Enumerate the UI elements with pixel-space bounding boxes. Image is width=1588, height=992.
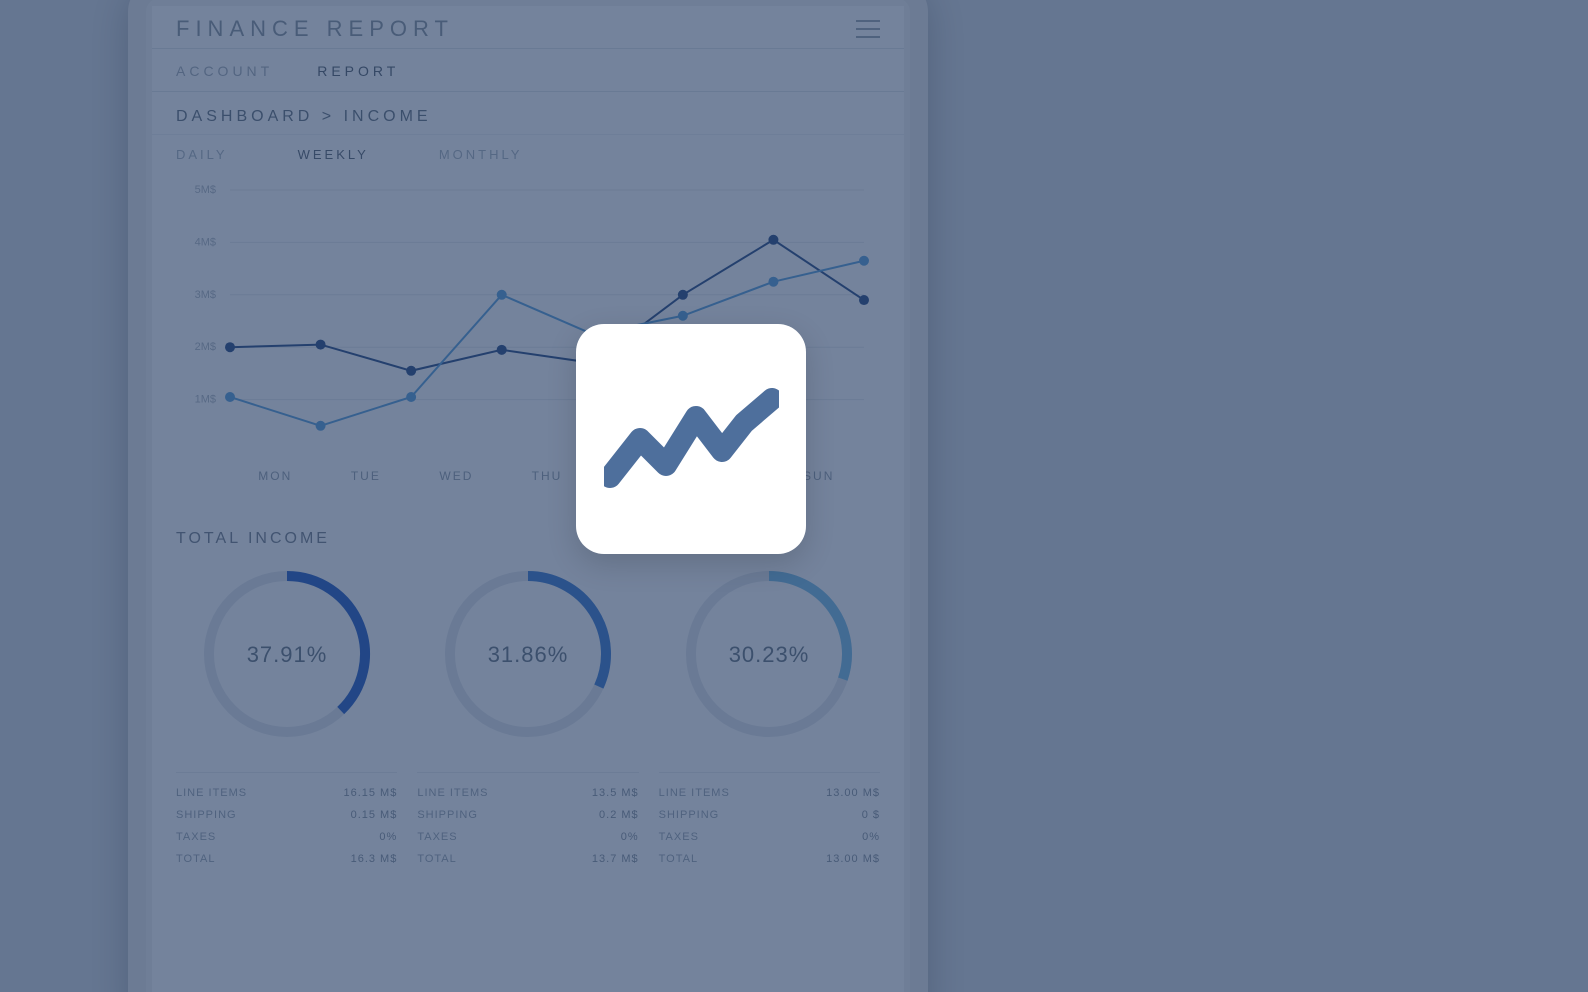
stat-key: SHIPPING — [659, 809, 770, 821]
stat-value: 16.3 M$ — [287, 853, 398, 865]
stat-value: 13.00 M$ — [769, 853, 880, 865]
stat-key: TOTAL — [659, 853, 770, 865]
svg-text:WED: WED — [439, 469, 473, 483]
tablet-frame: FINANCE REPORT ACCOUNT REPORT DASHBOARD … — [128, 0, 928, 992]
stat-value: 13.5 M$ — [528, 787, 639, 799]
stat-value: 0.2 M$ — [528, 809, 639, 821]
income-stats: LINE ITEMS16.15 M$SHIPPING0.15 M$TAXES0%… — [176, 772, 397, 865]
stat-value: 13.7 M$ — [528, 853, 639, 865]
breadcrumb: DASHBOARD > INCOME — [152, 92, 904, 134]
stat-key: TAXES — [417, 831, 528, 843]
donut-gauge: 30.23% — [679, 564, 859, 744]
menu-icon[interactable] — [856, 20, 880, 38]
donut-percent-label: 30.23% — [729, 642, 810, 667]
svg-text:THU: THU — [532, 469, 563, 483]
stat-key: TAXES — [176, 831, 287, 843]
svg-text:MON: MON — [258, 469, 292, 483]
stat-value: 16.15 M$ — [287, 787, 398, 799]
tab-account[interactable]: ACCOUNT — [176, 63, 273, 79]
income-stats: LINE ITEMS13.00 M$SHIPPING0 $TAXES0%TOTA… — [659, 772, 880, 865]
stat-key: TOTAL — [417, 853, 528, 865]
donut-gauge: 37.91% — [197, 564, 377, 744]
range-weekly[interactable]: WEEKLY — [298, 147, 369, 162]
income-donut-card: 31.86% LINE ITEMS13.5 M$SHIPPING0.2 M$TAX… — [417, 564, 638, 865]
stat-value: 0% — [287, 831, 398, 843]
income-stats: LINE ITEMS13.5 M$SHIPPING0.2 M$TAXES0%TO… — [417, 772, 638, 865]
stat-key: TAXES — [659, 831, 770, 843]
donut-percent-label: 31.86% — [488, 642, 569, 667]
stat-key: TOTAL — [176, 853, 287, 865]
range-tabs: DAILY WEEKLY MONTHLY — [152, 134, 904, 168]
stat-key: LINE ITEMS — [417, 787, 528, 799]
svg-text:SUN: SUN — [803, 469, 834, 483]
stat-key: SHIPPING — [176, 809, 287, 821]
donut-percent-label: 37.91% — [246, 642, 327, 667]
stat-key: LINE ITEMS — [176, 787, 287, 799]
income-donut-card: 37.91%LINE ITEMS16.15 M$SHIPPING0.15 M$T… — [176, 564, 397, 865]
svg-text:3M$: 3M$ — [195, 289, 216, 301]
stat-value: 0% — [769, 831, 880, 843]
stat-value: 0% — [528, 831, 639, 843]
income-donut-card: 30.23%LINE ITEMS13.00 M$SHIPPING0 $TAXES… — [659, 564, 880, 865]
tab-report[interactable]: REPORT — [317, 63, 399, 79]
stat-value: 0.15 M$ — [287, 809, 398, 821]
svg-text:5M$: 5M$ — [195, 184, 216, 196]
svg-text:TUE: TUE — [351, 469, 381, 483]
svg-text:4M$: 4M$ — [195, 236, 216, 248]
stat-key: LINE ITEMS — [659, 787, 770, 799]
range-monthly[interactable]: MONTHLY — [439, 147, 523, 162]
svg-text:2M$: 2M$ — [195, 341, 216, 353]
stat-value: 0 $ — [769, 809, 880, 821]
range-daily[interactable]: DAILY — [176, 147, 228, 162]
donut-gauge: 31.86% — [438, 564, 618, 744]
page-title: FINANCE REPORT — [176, 16, 454, 42]
svg-text:1M$: 1M$ — [195, 394, 216, 406]
stat-value: 13.00 M$ — [769, 787, 880, 799]
center-feature-icon — [576, 324, 806, 554]
stat-key: SHIPPING — [417, 809, 528, 821]
top-nav: ACCOUNT REPORT — [152, 48, 904, 92]
